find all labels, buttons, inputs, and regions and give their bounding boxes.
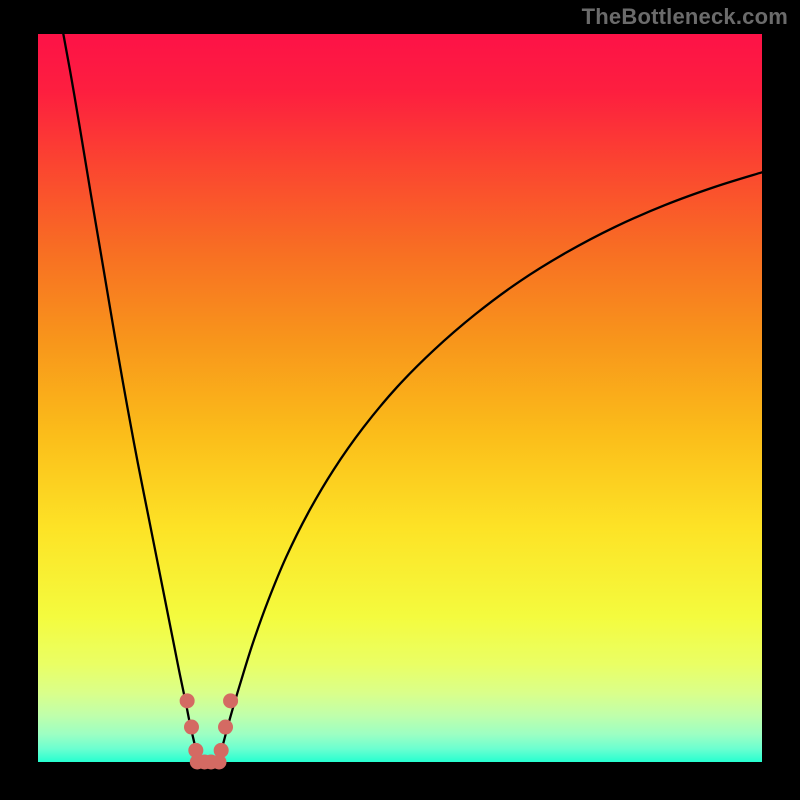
chart-plot-area	[38, 34, 762, 762]
marker-dot	[214, 743, 229, 758]
marker-dot	[218, 720, 233, 735]
watermark-text: TheBottleneck.com	[582, 4, 788, 30]
marker-dot	[180, 693, 195, 708]
marker-dot	[223, 693, 238, 708]
chart-root: TheBottleneck.com	[0, 0, 800, 800]
marker-dot	[184, 720, 199, 735]
bottleneck-chart	[0, 0, 800, 800]
